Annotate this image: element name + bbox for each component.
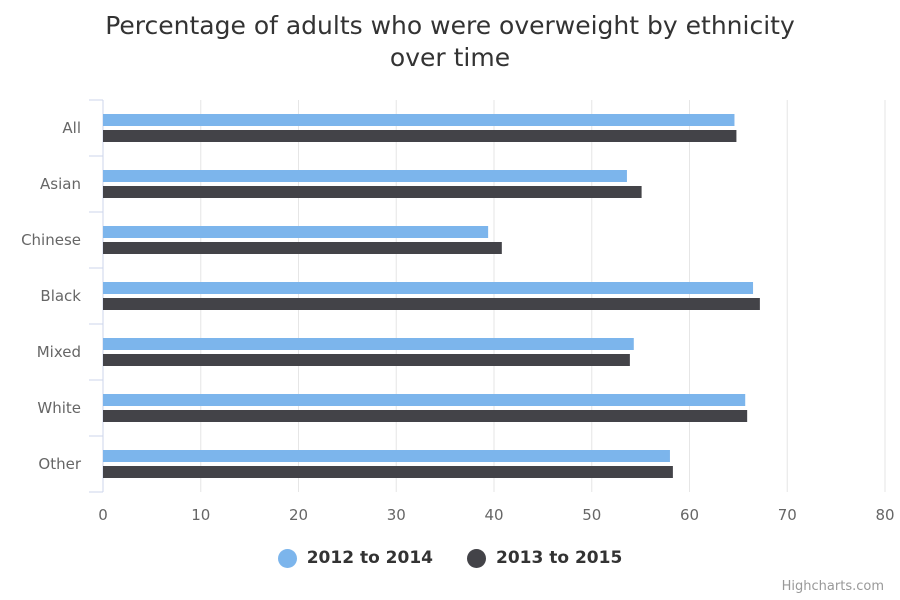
y-category-label-chinese: Chinese: [21, 231, 81, 249]
y-category-label-all: All: [62, 119, 81, 137]
x-tick-label-80: 80: [875, 506, 894, 524]
legend-label-series-1: 2012 to 2014: [306, 548, 433, 568]
x-tick-label-70: 70: [778, 506, 797, 524]
bar-other-series-1: [103, 450, 670, 462]
chart-legend: 2012 to 2014 2013 to 2015: [0, 548, 900, 568]
bar-all-series-1: [103, 114, 735, 126]
chart-title-line-2: over time: [389, 43, 511, 72]
y-category-label-mixed: Mixed: [37, 343, 81, 361]
bar-mixed-series-2: [103, 354, 630, 366]
bar-asian-series-2: [103, 186, 642, 198]
bar-black-series-1: [103, 282, 754, 294]
bar-black-series-2: [103, 298, 760, 310]
x-tick-label-0: 0: [98, 506, 108, 524]
y-category-label-black: Black: [40, 287, 81, 305]
credits-link[interactable]: Highcharts.com: [781, 579, 884, 594]
y-category-label-other: Other: [38, 455, 81, 473]
legend-item-series-2[interactable]: 2013 to 2015: [467, 548, 622, 568]
x-tick-label-20: 20: [289, 506, 308, 524]
x-tick-label-50: 50: [582, 506, 601, 524]
bar-mixed-series-1: [103, 338, 634, 350]
legend-marker-series-1: [277, 548, 297, 568]
y-category-label-asian: Asian: [40, 175, 81, 193]
legend-marker-series-2: [467, 548, 486, 568]
x-tick-label-10: 10: [191, 506, 210, 524]
bar-asian-series-1: [103, 170, 627, 182]
x-tick-label-40: 40: [484, 506, 503, 524]
x-tick-label-30: 30: [387, 506, 406, 524]
chart-title: Percentage of adults who were overweight…: [0, 10, 900, 74]
bar-other-series-2: [103, 466, 673, 478]
legend-label-series-2: 2013 to 2015: [496, 548, 623, 568]
x-tick-label-60: 60: [680, 506, 699, 524]
y-category-label-white: White: [37, 399, 81, 417]
bar-white-series-1: [103, 394, 746, 406]
chart-title-line-1: Percentage of adults who were overweight…: [105, 11, 795, 40]
bar-all-series-2: [103, 130, 737, 142]
bar-chinese-series-1: [103, 226, 489, 238]
bar-white-series-2: [103, 410, 748, 422]
legend-item-series-1[interactable]: 2012 to 2014: [277, 548, 433, 568]
bar-chinese-series-2: [103, 242, 502, 254]
